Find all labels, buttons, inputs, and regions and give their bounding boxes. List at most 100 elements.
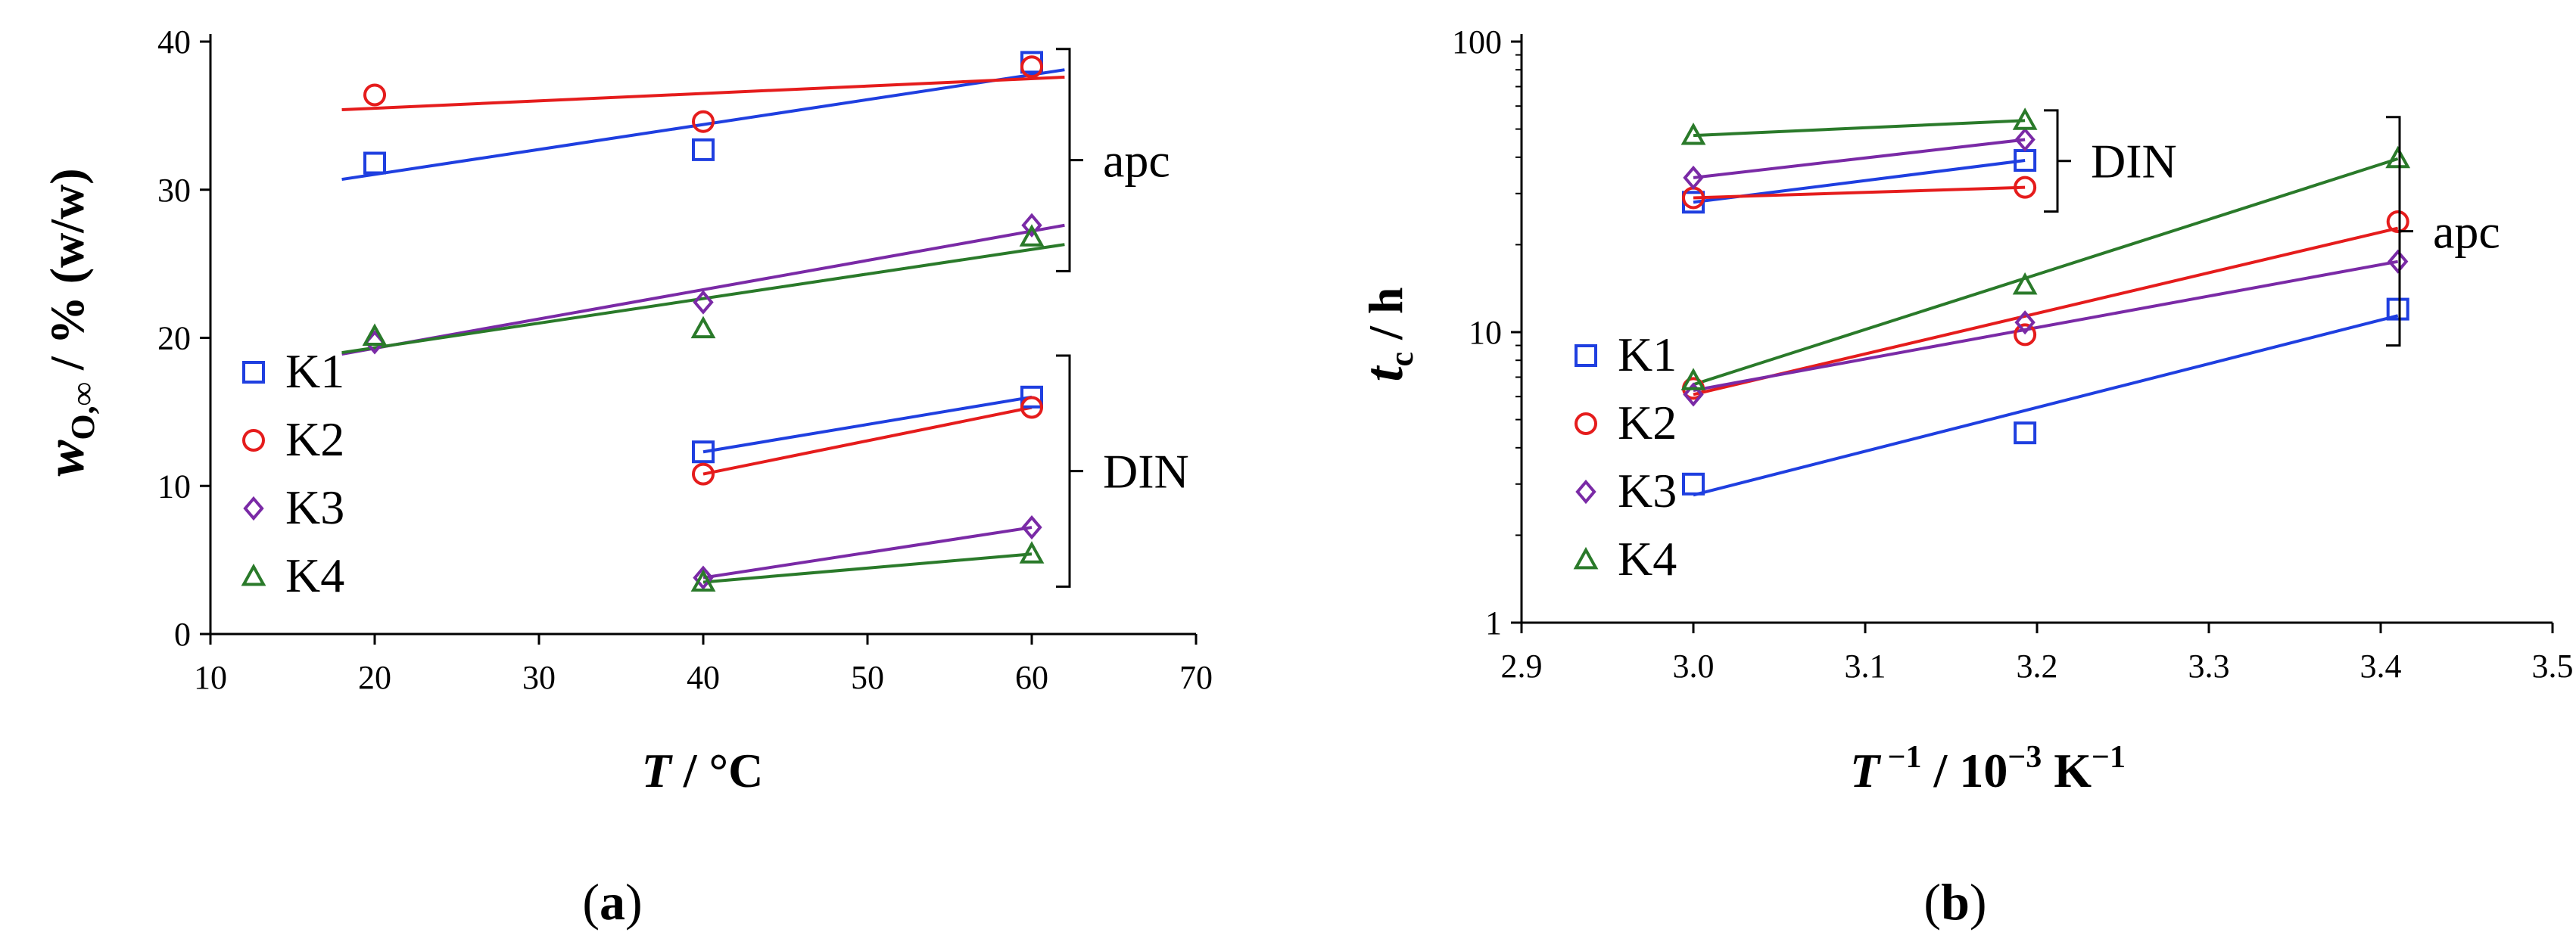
x-tick-label: 50 xyxy=(851,659,884,696)
legend-marker-k2 xyxy=(242,429,265,452)
data-point-k4-apc xyxy=(2385,145,2411,169)
group-label-apc: apc xyxy=(2433,205,2500,259)
fit-line-k2-apc xyxy=(341,75,1065,112)
fit-line-k2-din xyxy=(1693,185,2026,200)
legend-marker-k4 xyxy=(241,563,266,586)
data-point-k4-din xyxy=(1019,541,1045,564)
data-point-k4-apc xyxy=(2012,272,2038,295)
legend-label-k4: K4 xyxy=(285,549,344,602)
data-point-k3-apc xyxy=(1683,382,1704,407)
fit-line-k3-din xyxy=(702,526,1033,580)
data-point-k2-din xyxy=(692,462,715,486)
legend-marker-k2 xyxy=(1575,412,1597,435)
data-point-k1-apc xyxy=(2386,297,2409,321)
data-point-k3-apc xyxy=(2014,310,2036,335)
y-tick-label: 0 xyxy=(174,616,191,653)
y-axis-title-b: tc / h xyxy=(1353,288,1420,382)
fit-line-k1-din xyxy=(702,395,1033,454)
legend-marker-k3 xyxy=(243,496,264,521)
legend-label-k3: K3 xyxy=(1618,464,1677,518)
x-tick-label: 60 xyxy=(1015,659,1048,696)
y-tick-label: 1 xyxy=(1485,605,1502,642)
legend-marker-k1 xyxy=(242,361,265,384)
data-point-k2-apc xyxy=(2386,210,2409,233)
y-tick-label: 10 xyxy=(157,468,191,505)
legend-label-k3: K3 xyxy=(285,480,344,534)
group-label-din: DIN xyxy=(2091,135,2177,188)
fit-line-k4-din xyxy=(1693,119,2026,138)
y-tick-label: 10 xyxy=(1469,314,1502,351)
panel-label-b: (b) xyxy=(1923,873,1986,931)
legend-marker-k4 xyxy=(1573,546,1599,570)
group-label-apc: apc xyxy=(1103,134,1170,188)
data-point-k3-din xyxy=(1683,165,1704,191)
data-point-k2-apc xyxy=(2014,323,2037,347)
data-point-k2-din xyxy=(2014,176,2037,199)
data-point-k1-din xyxy=(1020,385,1043,409)
data-point-k4-apc xyxy=(1019,224,1045,247)
y-tick-label: 20 xyxy=(157,320,191,357)
data-point-k2-apc xyxy=(363,83,386,107)
fit-line-k2-apc xyxy=(1693,226,2399,396)
data-point-k1-apc xyxy=(692,138,715,161)
fit-line-k3-apc xyxy=(341,223,1065,356)
data-point-k4-apc xyxy=(690,315,716,339)
legend-label-k1: K1 xyxy=(1618,328,1677,381)
fit-line-k1-apc xyxy=(341,68,1065,182)
x-axis-title-b: T −1 / 10−3 K−1 xyxy=(1850,740,2126,797)
x-tick-label: 30 xyxy=(522,659,556,696)
y-axis-title-a: wO,∞ / % (w/w) xyxy=(35,168,101,476)
data-point-k3-din xyxy=(2014,127,2036,152)
x-tick-label: 3.0 xyxy=(1673,648,1715,685)
data-point-k4-din xyxy=(1680,123,1706,145)
data-point-k3-din xyxy=(1021,514,1042,540)
x-axis-title-a: T / °C xyxy=(642,744,764,797)
group-bracket-apc xyxy=(1056,48,1083,272)
data-point-k3-apc xyxy=(693,290,714,315)
x-tick-label: 20 xyxy=(358,659,391,696)
data-point-k4-apc xyxy=(362,323,388,346)
data-point-k2-apc xyxy=(1020,55,1043,79)
fit-line-k3-din xyxy=(1693,138,2026,179)
data-point-k2-apc xyxy=(692,110,715,133)
panel-b: 2.9 3.0 3.1 3.2 3.3 3.4 3.5 1 10 100 DIN apc K1 K2 K… xyxy=(1353,23,2574,931)
data-point-k3-apc xyxy=(1021,213,1042,238)
x-tick-label: 3.5 xyxy=(2532,648,2574,685)
fit-line-k4-din xyxy=(702,552,1033,584)
legend-label-k2: K2 xyxy=(285,412,344,466)
legend-marker-k1 xyxy=(1575,344,1597,367)
x-tick-label: 2.9 xyxy=(1501,648,1543,685)
y-tick-label: 30 xyxy=(157,172,191,209)
fit-line-k2-din xyxy=(702,406,1033,476)
group-label-din: DIN xyxy=(1103,445,1189,499)
data-point-k1-apc xyxy=(2014,421,2037,445)
y-tick-label: 40 xyxy=(157,23,191,61)
legend-label-k1: K1 xyxy=(285,344,344,398)
group-bracket-din xyxy=(1056,354,1083,588)
x-tick-label: 3.2 xyxy=(2017,648,2058,685)
x-tick-label: 10 xyxy=(194,659,227,696)
legend-label-k4: K4 xyxy=(1618,532,1677,586)
panel-label-a: (a) xyxy=(582,873,642,931)
fit-line-k4-apc xyxy=(1693,157,2399,387)
group-bracket-apc xyxy=(2386,116,2413,347)
data-point-k3-apc xyxy=(2388,249,2409,274)
fit-line-k1-apc xyxy=(1693,314,2399,497)
legend-marker-k3 xyxy=(1575,479,1596,505)
group-bracket-din xyxy=(2044,109,2071,213)
data-point-k1-apc xyxy=(1682,472,1705,496)
fit-line-k3-apc xyxy=(1693,260,2399,393)
data-point-k3-din xyxy=(693,565,714,590)
data-point-k4-din xyxy=(690,569,716,592)
x-tick-label: 3.4 xyxy=(2360,648,2402,685)
x-tick-label: 70 xyxy=(1179,659,1213,696)
x-tick-label: 3.1 xyxy=(1845,648,1886,685)
data-point-k4-apc xyxy=(1680,368,1706,390)
x-tick-label: 40 xyxy=(687,659,720,696)
fit-line-k4-apc xyxy=(341,243,1065,355)
data-point-k1-din xyxy=(692,440,715,464)
data-point-k1-apc xyxy=(363,151,386,175)
data-point-k4-din xyxy=(2012,107,2038,130)
